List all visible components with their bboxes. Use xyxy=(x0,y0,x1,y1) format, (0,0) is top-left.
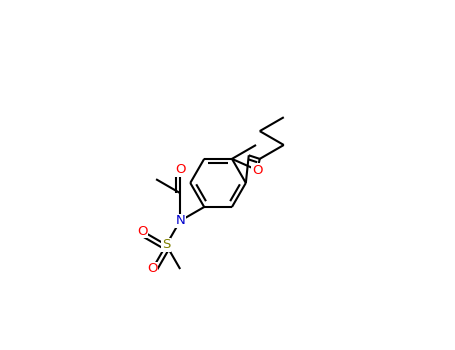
Text: O: O xyxy=(137,225,147,238)
Text: N: N xyxy=(175,215,185,228)
Text: S: S xyxy=(162,238,171,251)
Text: O: O xyxy=(175,163,185,176)
Text: O: O xyxy=(147,262,157,275)
Text: O: O xyxy=(252,164,263,177)
